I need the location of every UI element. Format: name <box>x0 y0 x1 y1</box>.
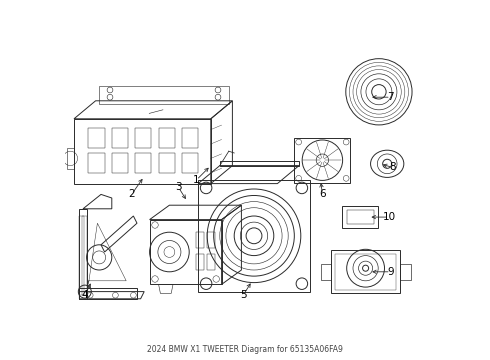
Bar <box>320 264 331 280</box>
Bar <box>335 254 396 289</box>
Bar <box>112 128 128 148</box>
Bar <box>198 180 310 292</box>
Text: 7: 7 <box>388 92 394 102</box>
Text: 8: 8 <box>389 162 396 172</box>
Bar <box>331 251 400 293</box>
Text: 2: 2 <box>128 189 135 199</box>
Bar <box>159 128 175 148</box>
Bar <box>135 128 151 148</box>
Bar <box>207 254 215 270</box>
Bar <box>112 153 128 173</box>
Text: 4: 4 <box>81 290 88 300</box>
Text: 2024 BMW X1 TWEETER Diagram for 65135A06FA9: 2024 BMW X1 TWEETER Diagram for 65135A06… <box>147 345 343 354</box>
Text: 1: 1 <box>193 175 200 185</box>
Bar <box>196 254 204 270</box>
Bar <box>88 153 104 173</box>
Bar <box>342 206 378 228</box>
Bar <box>159 153 175 173</box>
Text: 9: 9 <box>388 267 394 277</box>
Bar <box>135 153 151 173</box>
Bar <box>207 232 215 248</box>
Bar <box>196 232 204 248</box>
Bar <box>346 210 374 224</box>
Bar <box>88 128 104 148</box>
Bar <box>182 153 198 173</box>
Text: 3: 3 <box>175 182 182 192</box>
Bar <box>182 128 198 148</box>
Bar <box>400 264 411 280</box>
Text: 5: 5 <box>240 290 246 300</box>
Text: 6: 6 <box>319 189 326 199</box>
Text: 10: 10 <box>382 212 395 222</box>
